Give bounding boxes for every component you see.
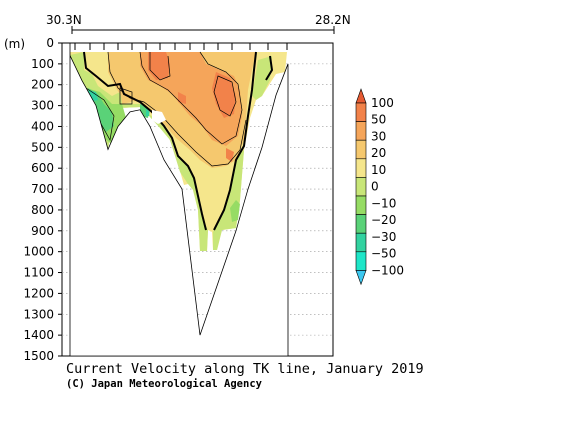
band-east-neg20	[230, 200, 240, 222]
colorbar-label: −50	[371, 247, 396, 261]
colorbar-segment	[355, 177, 367, 197]
colorbar-segment	[355, 214, 367, 234]
y-tick-label: 1300	[23, 307, 54, 321]
y-tick-label: 1200	[23, 286, 54, 300]
bottom-topography	[69, 43, 289, 357]
plot-area: 0 100 200 300 400 500 600 700 800 900 1000 1100 1200…	[23, 36, 334, 363]
band-30-to-50-b	[212, 72, 236, 118]
chart-title: Current Velocity along TK line, January …	[66, 361, 424, 377]
y-tick-label: 0	[46, 36, 54, 50]
y-tick-label: 500	[31, 140, 54, 154]
y-tick-label: 800	[31, 203, 54, 217]
colorbar-label: 100	[371, 96, 394, 110]
y-tick-label: 1400	[23, 328, 54, 342]
band-30-to-50-c	[178, 92, 186, 104]
colorbar-label: 10	[371, 163, 386, 177]
data-void-patch	[152, 110, 166, 124]
colorbar-label: 50	[371, 113, 386, 127]
y-tick-label: 100	[31, 57, 54, 71]
top-latitude-axis: 30.3N 28.2N	[46, 13, 351, 34]
colorbar-segment	[355, 102, 367, 122]
y-tick-label: 1000	[23, 245, 54, 259]
colorbar-segment	[355, 139, 367, 160]
velocity-field	[70, 52, 287, 251]
colorbar-extend-top	[355, 88, 367, 104]
band-30-to-50	[148, 52, 170, 80]
y-tick-label: 1500	[23, 349, 54, 363]
colorbar-label: 0	[371, 180, 379, 194]
y-tick-label: 200	[31, 78, 54, 92]
colorbar-label: −100	[371, 263, 404, 277]
y-axis-unit-label: (m)	[4, 37, 25, 51]
band-east-top-neg10	[252, 56, 272, 100]
station-ticks	[74, 43, 288, 50]
colorbar-segment	[355, 232, 367, 253]
colorbar-label: 20	[371, 146, 386, 160]
y-tick-label: 900	[31, 224, 54, 238]
thin-contours	[85, 51, 247, 167]
colorbar-label: 30	[371, 129, 386, 143]
colorbar-segment	[355, 195, 367, 215]
y-tick-label: 700	[31, 182, 54, 196]
band-30-to-50-d	[226, 148, 234, 162]
colorbar-segment	[355, 158, 367, 178]
colorbar-segment	[355, 121, 367, 141]
band-east-neg10	[213, 150, 244, 250]
top-axis-left-label: 30.3N	[46, 13, 82, 27]
top-axis-right-label: 28.2N	[315, 13, 351, 27]
colorbar-label: −30	[371, 230, 396, 244]
y-axis: 0 100 200 300 400 500 600 700 800 900 1000 1100 1200…	[23, 36, 62, 363]
y-tick-label: 1100	[23, 266, 54, 280]
y-tick-label: 600	[31, 161, 54, 175]
colorbar-extend-bottom	[355, 270, 367, 286]
y-tick-label: 400	[31, 119, 54, 133]
colorbar-segment	[355, 251, 367, 271]
colorbar-label: −20	[371, 213, 396, 227]
colorbar-label: −10	[371, 196, 396, 210]
chart-credit: (C) Japan Meteorological Agency	[66, 378, 263, 390]
y-tick-label: 300	[31, 99, 54, 113]
